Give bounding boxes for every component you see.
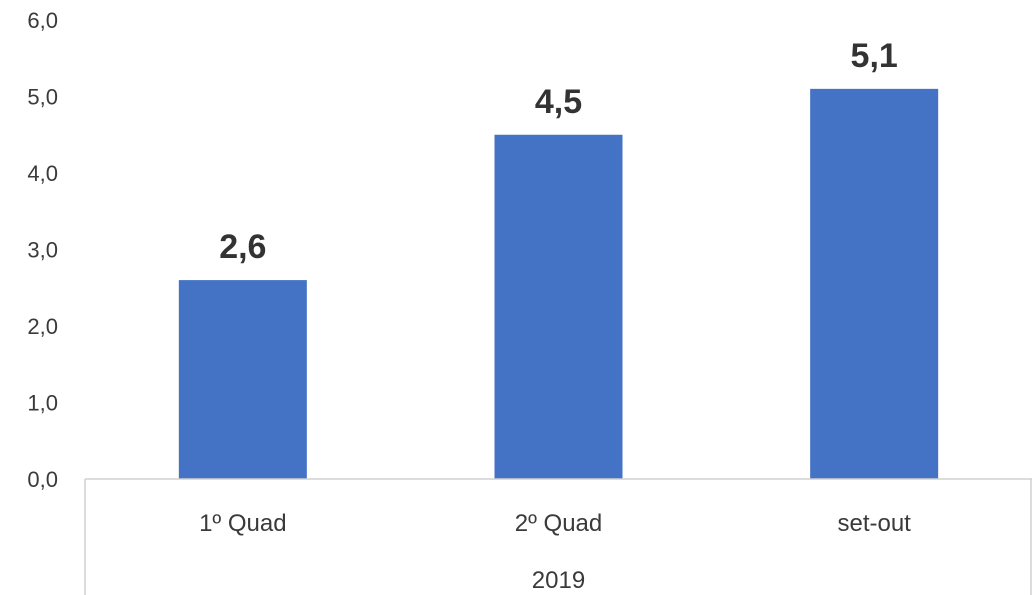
y-tick-label: 3,0 xyxy=(27,238,58,263)
group-label: 2019 xyxy=(532,567,585,594)
bar-1 xyxy=(179,280,307,479)
y-tick-label: 0,0 xyxy=(27,467,58,492)
data-label-2: 4,5 xyxy=(535,83,582,121)
category-labels: 1º Quad 2º Quad set-out xyxy=(199,510,911,537)
category-label-3: set-out xyxy=(837,510,911,537)
bars xyxy=(179,89,938,479)
y-tick-label: 4,0 xyxy=(27,161,58,186)
category-label-2: 2º Quad xyxy=(515,510,603,537)
data-label-1: 2,6 xyxy=(219,228,266,266)
category-label-1: 1º Quad xyxy=(199,510,287,537)
data-label-3: 5,1 xyxy=(851,37,898,75)
y-tick-label: 1,0 xyxy=(27,391,58,416)
y-tick-label: 6,0 xyxy=(27,8,58,33)
y-axis-ticks: 0,0 1,0 2,0 3,0 4,0 5,0 6,0 xyxy=(27,8,58,492)
y-tick-label: 2,0 xyxy=(27,314,58,339)
bar-3 xyxy=(810,89,938,479)
bar-2 xyxy=(495,135,623,479)
y-tick-label: 5,0 xyxy=(27,85,58,110)
